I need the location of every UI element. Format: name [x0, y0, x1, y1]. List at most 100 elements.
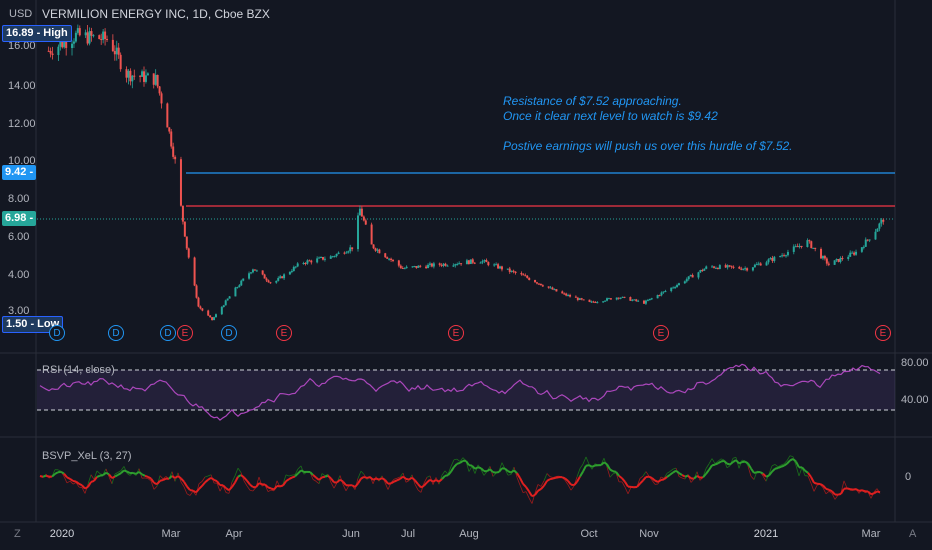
candle-body	[220, 307, 223, 315]
bsvp-signal-segment	[414, 484, 419, 491]
candle-body	[279, 276, 282, 279]
bsvp-main-segment	[426, 478, 431, 484]
candle-body	[812, 247, 815, 249]
bsvp-main-segment	[696, 475, 701, 479]
bsvp-main-segment	[90, 479, 95, 483]
candle-body	[646, 300, 649, 302]
bsvp-main-segment	[384, 479, 389, 485]
bsvp-main-segment	[279, 484, 284, 488]
bsvp-main-segment	[480, 467, 485, 472]
candle-body	[810, 241, 813, 249]
bsvp-main-segment	[423, 481, 428, 487]
candle-body	[170, 131, 173, 147]
chart-title[interactable]: VERMILION ENERGY INC, 1D, Cboe BZX	[42, 7, 270, 21]
bsvp-signal-segment	[768, 465, 773, 474]
bsvp-indicator-label[interactable]: BSVP_XeL (3, 27)	[42, 450, 132, 462]
bsvp-main-segment	[678, 472, 683, 476]
candle-body	[248, 273, 251, 279]
bsvp-main-segment	[360, 476, 365, 480]
bsvp-signal-segment	[246, 485, 251, 491]
bsvp-main-segment	[282, 480, 287, 487]
candle-body	[102, 31, 105, 40]
dividend-event-marker[interactable]: D	[221, 325, 237, 341]
candle-body	[425, 266, 428, 269]
candle-body	[179, 159, 182, 206]
rsi-indicator-label[interactable]: RSI (14, close)	[42, 364, 115, 376]
bsvp-main-segment	[234, 476, 239, 483]
bsvp-main-segment	[867, 490, 872, 495]
bsvp-main-segment	[522, 483, 527, 488]
candle-body	[864, 239, 867, 247]
bsvp-zero-tick: 0	[905, 471, 912, 483]
auto-scale-button[interactable]: A	[909, 528, 917, 540]
candle-body	[306, 260, 309, 264]
earnings-event-marker[interactable]: E	[177, 325, 193, 341]
candle-body	[347, 251, 350, 253]
bsvp-main-segment	[375, 477, 380, 481]
candle-body	[547, 286, 550, 288]
bsvp-main-segment	[192, 489, 197, 494]
candle-body	[621, 296, 624, 298]
candle-body	[49, 50, 52, 54]
bsvp-main-segment	[267, 486, 272, 490]
annotation-line-3[interactable]: Postive earnings will push us over this …	[503, 139, 793, 153]
candle-body	[460, 263, 463, 265]
bsvp-signal-segment	[537, 484, 542, 487]
bsvp-main-segment	[444, 474, 449, 477]
bsvp-main-segment	[648, 475, 653, 479]
bsvp-main-segment	[549, 477, 554, 481]
bsvp-main-segment	[873, 490, 878, 495]
annotation-line-1[interactable]: Resistance of $7.52 approaching.	[503, 94, 682, 108]
bsvp-signal-segment	[642, 471, 647, 477]
candle-body	[718, 265, 721, 269]
candle-body	[127, 70, 130, 78]
bsvp-signal-segment	[564, 479, 569, 485]
candle-body	[796, 246, 799, 248]
bsvp-main-segment	[213, 478, 218, 483]
bsvp-signal-segment	[333, 482, 338, 489]
bsvp-signal-segment	[417, 489, 422, 493]
price-tick: 6.00	[8, 231, 30, 243]
bsvp-signal-segment	[807, 475, 812, 484]
candle-body	[714, 267, 717, 269]
bsvp-signal-segment	[798, 467, 803, 477]
candle-body	[277, 278, 280, 281]
candle-body	[378, 249, 381, 254]
candle-body	[333, 256, 336, 258]
bsvp-signal-segment	[159, 475, 164, 480]
earnings-event-marker[interactable]: E	[448, 325, 464, 341]
candle-body	[428, 263, 431, 265]
bsvp-signal-segment	[576, 468, 581, 478]
bsvp-main-segment	[651, 477, 656, 482]
candle-body	[308, 260, 311, 262]
bsvp-signal-segment	[651, 479, 656, 485]
dividend-event-marker[interactable]: D	[160, 325, 176, 341]
auto-scale-toggle[interactable]: Z	[14, 528, 21, 540]
dividend-event-marker[interactable]: D	[108, 325, 124, 341]
candle-body	[705, 266, 708, 269]
dividend-event-marker[interactable]: D	[49, 325, 65, 341]
candle-body	[160, 93, 163, 104]
candle-body	[296, 263, 299, 267]
bsvp-main-segment	[402, 475, 407, 480]
bsvp-main-segment	[840, 488, 845, 495]
candle-body	[357, 215, 359, 250]
bsvp-signal-segment	[393, 477, 398, 480]
candle-body	[487, 262, 490, 266]
bsvp-signal-segment	[144, 477, 149, 479]
currency-label: USD	[9, 8, 33, 20]
bsvp-main-segment	[705, 469, 710, 475]
bsvp-signal-segment	[705, 463, 710, 469]
bsvp-signal-segment	[828, 490, 833, 494]
earnings-event-marker[interactable]: E	[653, 325, 669, 341]
candle-body	[485, 260, 488, 263]
candle-body	[606, 298, 609, 301]
bsvp-main-segment	[210, 476, 215, 481]
earnings-event-marker[interactable]: E	[875, 325, 891, 341]
bsvp-main-segment	[777, 465, 782, 469]
earnings-event-marker[interactable]: E	[276, 325, 292, 341]
bsvp-main-segment	[366, 476, 371, 479]
annotation-line-2[interactable]: Once it clear next level to watch is $9.…	[503, 109, 718, 123]
candle-body	[569, 295, 572, 297]
